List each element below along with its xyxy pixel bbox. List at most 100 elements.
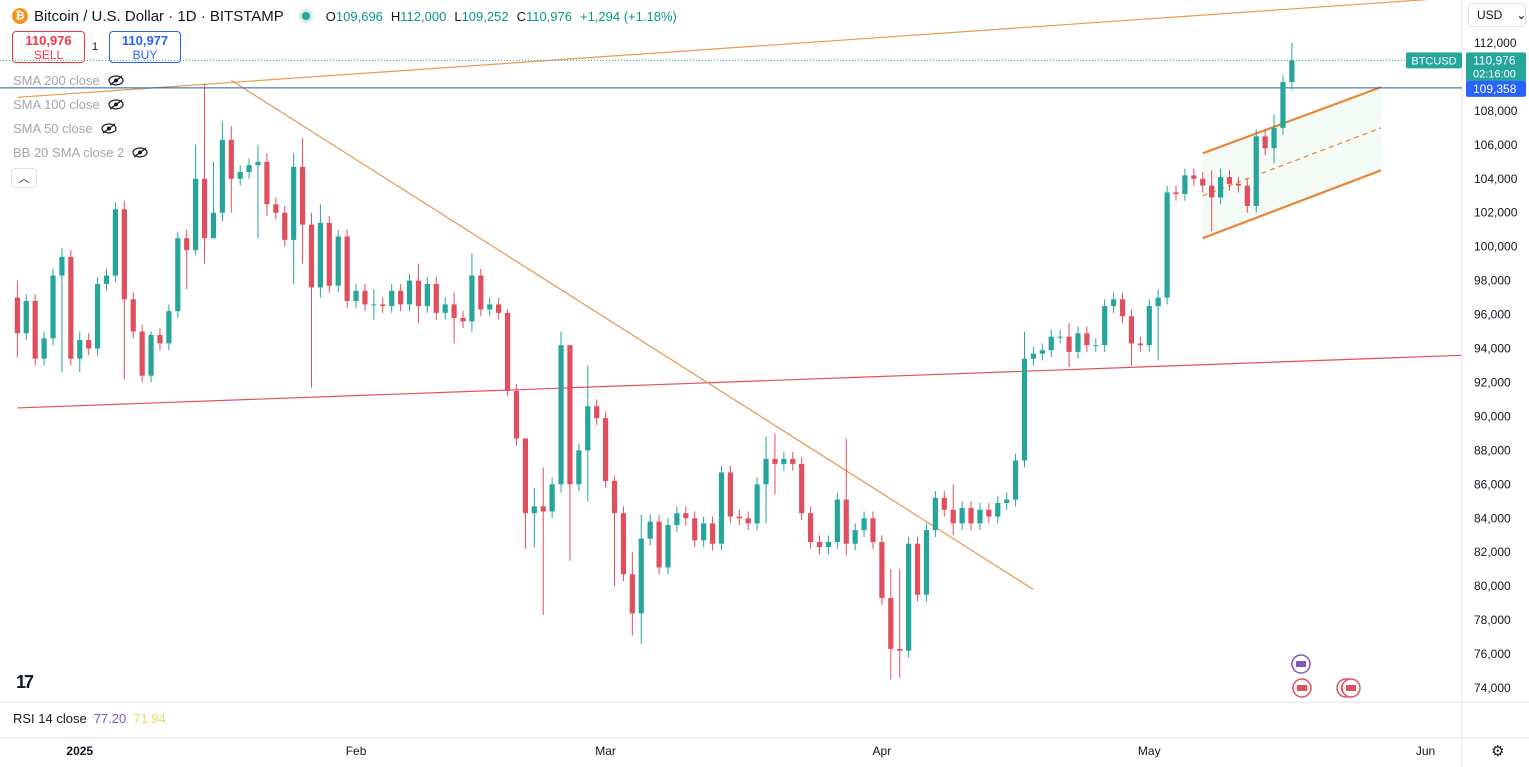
candle-body bbox=[906, 543, 912, 651]
candle-body bbox=[264, 161, 270, 205]
candle-body bbox=[701, 523, 707, 541]
symbol-title[interactable]: Bitcoin / U.S. Dollar · 1D · BITSTAMP bbox=[34, 7, 284, 25]
candle-body bbox=[1200, 178, 1206, 186]
candle-body bbox=[923, 530, 930, 595]
eye-hidden-icon[interactable] bbox=[132, 147, 148, 158]
candle-body bbox=[540, 506, 546, 512]
candle-body bbox=[139, 331, 145, 376]
candle-body bbox=[611, 480, 618, 514]
candle-body bbox=[1128, 316, 1135, 344]
candle-body bbox=[1137, 343, 1143, 346]
price-tick-label: 78,000 bbox=[1474, 613, 1511, 627]
price-tick-label: 94,000 bbox=[1474, 342, 1511, 356]
eye-hidden-icon[interactable] bbox=[108, 75, 124, 86]
candle-body bbox=[888, 598, 894, 649]
candle-body bbox=[148, 334, 154, 376]
price-tick-label: 112,000 bbox=[1474, 36, 1517, 50]
candle-body bbox=[68, 256, 74, 359]
candle-body bbox=[273, 204, 279, 213]
candle-body bbox=[709, 523, 716, 544]
candle-body bbox=[23, 301, 29, 334]
candle-body bbox=[656, 521, 662, 568]
candle-body bbox=[745, 518, 751, 524]
candle-body bbox=[567, 345, 573, 485]
candle-body bbox=[415, 280, 422, 307]
collapse-legend-button[interactable]: ︿ bbox=[11, 168, 37, 188]
gear-icon[interactable]: ⚙ bbox=[1491, 743, 1505, 760]
indicator-sma-100[interactable]: SMA 100 close bbox=[13, 97, 124, 112]
candle-body bbox=[1226, 177, 1233, 184]
indicator-sma-200[interactable]: SMA 200 close bbox=[13, 73, 124, 88]
candle-body bbox=[1012, 460, 1019, 500]
candle-body bbox=[308, 224, 315, 288]
candle-body bbox=[442, 304, 448, 313]
candle-body bbox=[184, 238, 190, 251]
price-tick-label: 80,000 bbox=[1474, 579, 1511, 593]
candle-body bbox=[950, 509, 956, 524]
candle-body bbox=[130, 299, 136, 332]
candle-body bbox=[1146, 306, 1152, 346]
price-tick-label: 84,000 bbox=[1474, 511, 1511, 525]
candle-body bbox=[41, 338, 47, 359]
candle-body bbox=[692, 518, 698, 541]
candle-body bbox=[1235, 183, 1241, 186]
candle-body bbox=[897, 648, 903, 651]
candle-body bbox=[754, 484, 760, 524]
candle-body bbox=[718, 472, 725, 544]
candle-body bbox=[843, 499, 849, 544]
order-quantity[interactable]: 1 bbox=[92, 41, 99, 53]
price-tick-label: 88,000 bbox=[1474, 443, 1511, 457]
candle-body bbox=[219, 139, 225, 213]
candle-body bbox=[629, 574, 635, 614]
candle-body bbox=[1084, 333, 1090, 346]
candle-body bbox=[665, 525, 671, 568]
time-axis[interactable]: 2025 Feb Mar Apr May Jun bbox=[66, 744, 1435, 758]
eye-hidden-icon[interactable] bbox=[108, 99, 124, 110]
indicator-sma-50[interactable]: SMA 50 close bbox=[13, 121, 117, 136]
candle-body bbox=[1271, 127, 1277, 149]
candle-body bbox=[14, 297, 20, 334]
candle-body bbox=[406, 280, 413, 305]
candle-body bbox=[487, 304, 493, 310]
resistance-trendline bbox=[17, 0, 1430, 98]
time-tick-label: Mar bbox=[595, 744, 616, 758]
candle-body bbox=[1289, 60, 1295, 83]
tradingview-logo-icon[interactable]: 17 bbox=[16, 672, 34, 692]
currency-select[interactable]: USD ⌄ bbox=[1468, 3, 1526, 27]
candle-body bbox=[380, 304, 386, 307]
candle-body bbox=[1191, 175, 1197, 179]
rsi-legend[interactable]: RSI 14 close 77.20 71.94 bbox=[13, 711, 166, 726]
indicator-bb-20[interactable]: BB 20 SMA close 2 bbox=[13, 145, 148, 160]
eye-hidden-icon[interactable] bbox=[100, 123, 117, 134]
candle-body bbox=[255, 161, 261, 166]
candle-body bbox=[59, 256, 65, 276]
flag-icon bbox=[1296, 661, 1306, 667]
buy-button[interactable]: 110,977 BUY bbox=[109, 31, 181, 63]
candle-body bbox=[246, 165, 252, 172]
price-axis[interactable]: 74,000 76,000 78,000 80,000 82,000 84,000 86,0… bbox=[1474, 36, 1518, 695]
price-tick-label: 74,000 bbox=[1474, 681, 1511, 695]
candle-body bbox=[1066, 336, 1072, 352]
candle-body bbox=[1209, 185, 1215, 198]
candles bbox=[14, 43, 1295, 680]
candle-body bbox=[834, 499, 840, 543]
candle-body bbox=[816, 542, 823, 548]
candle-body bbox=[763, 458, 769, 485]
time-tick-label: May bbox=[1138, 744, 1161, 758]
candle-body bbox=[683, 513, 689, 519]
price-tick-label: 96,000 bbox=[1474, 308, 1511, 322]
time-tick-label: Jun bbox=[1416, 744, 1435, 758]
candle-body bbox=[620, 513, 627, 575]
candle-body bbox=[94, 284, 101, 349]
candle-body bbox=[1155, 297, 1161, 307]
sell-button[interactable]: 110,976 SELL bbox=[12, 31, 85, 63]
candle-body bbox=[1102, 306, 1108, 346]
candle-body bbox=[398, 290, 404, 305]
candle-body bbox=[504, 312, 511, 391]
candle-body bbox=[558, 345, 564, 485]
candle-body bbox=[914, 543, 921, 595]
candle-body bbox=[1030, 353, 1037, 359]
candle-body bbox=[1262, 136, 1268, 149]
